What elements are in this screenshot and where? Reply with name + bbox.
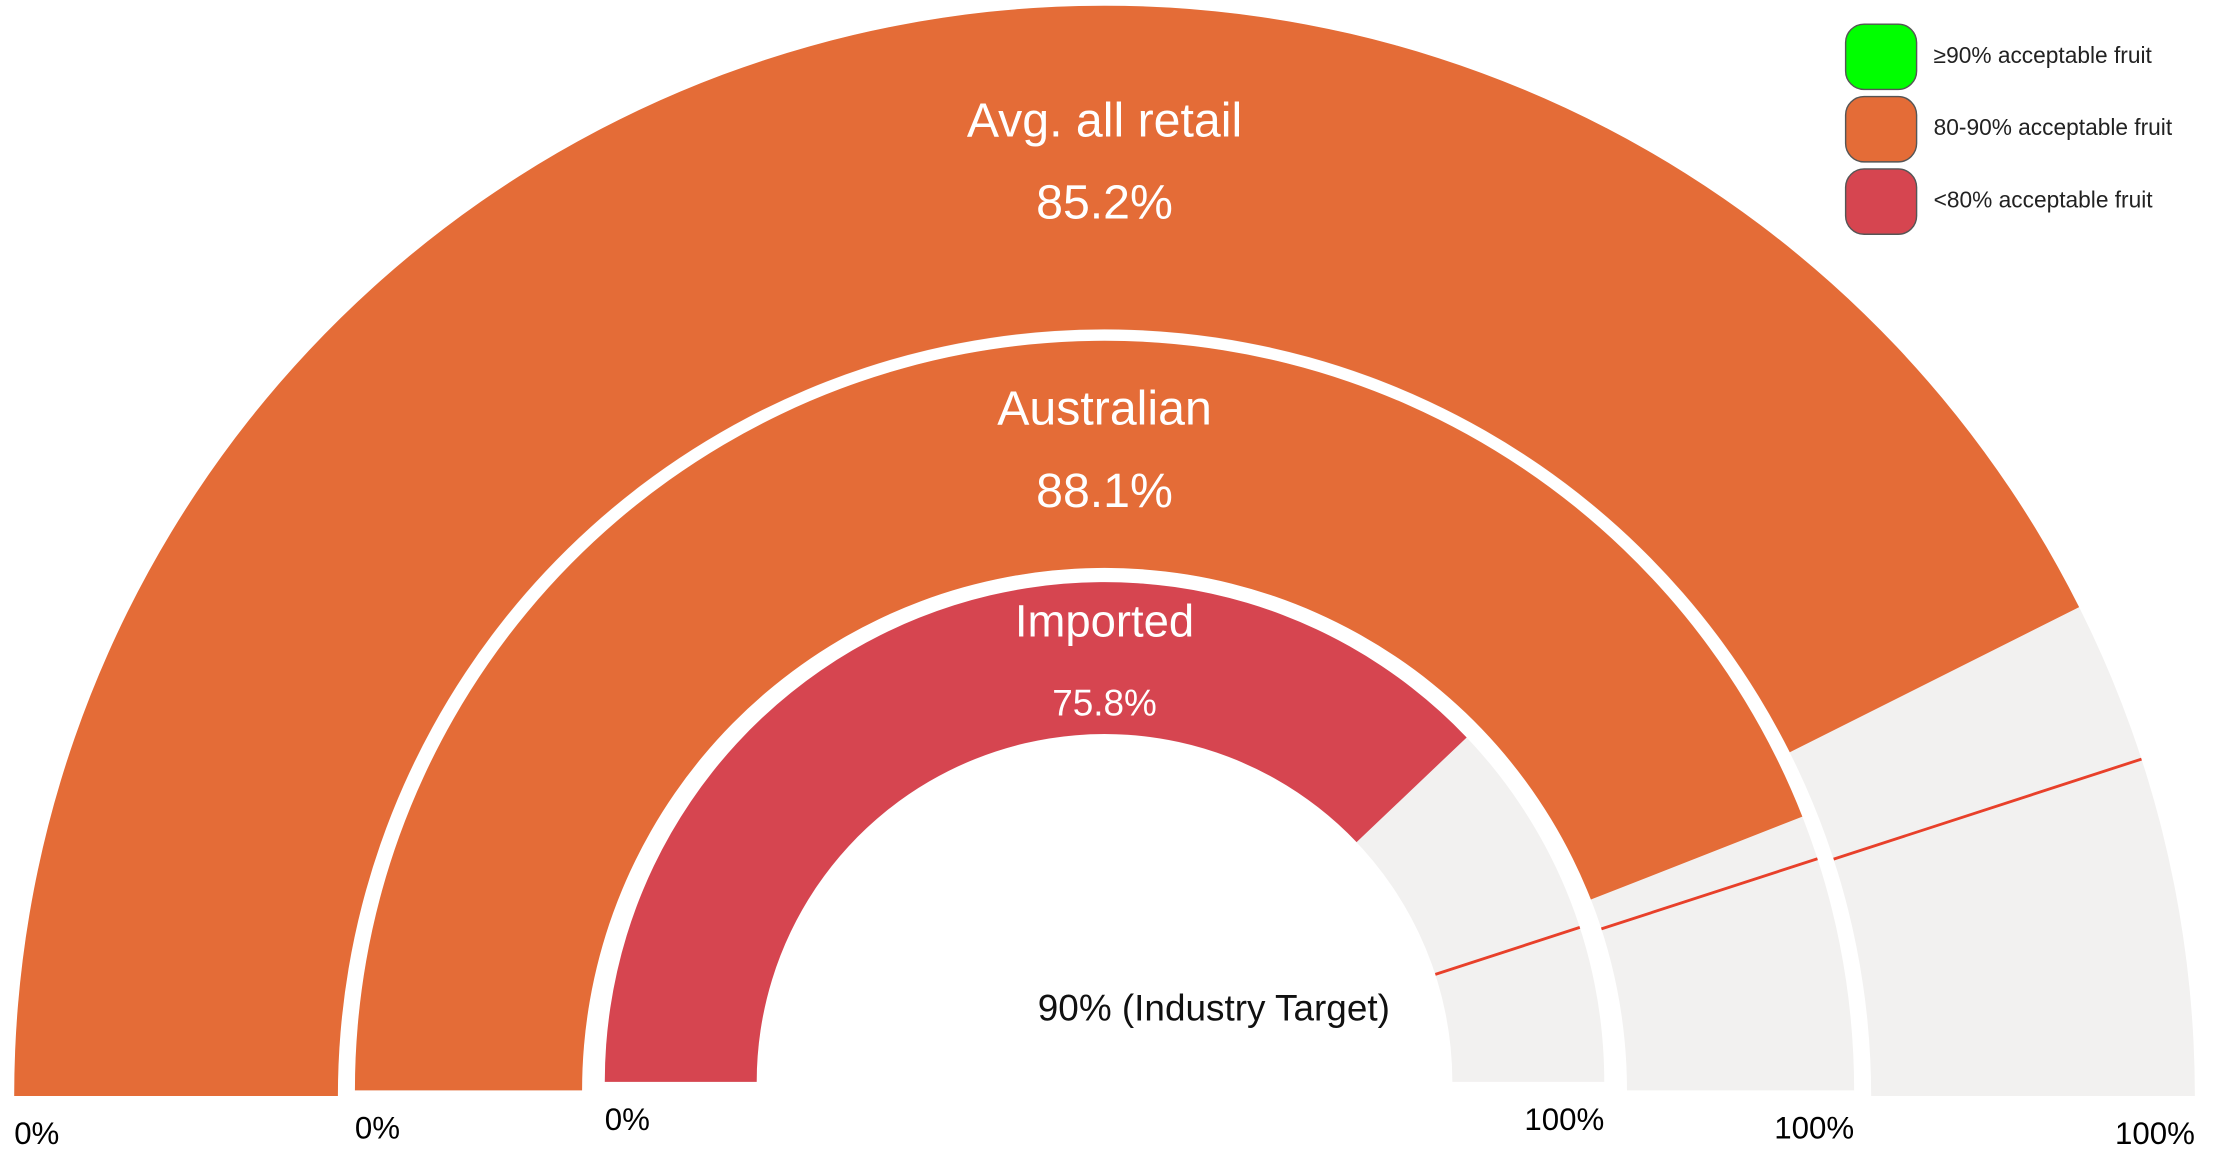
gauge-fill	[354, 340, 1803, 1091]
gauge-fill	[604, 582, 1467, 1082]
gauge-value: 85.2%	[1036, 176, 1173, 230]
legend-label: ≥90% acceptable fruit	[1934, 42, 2153, 68]
gauge-name: Avg. all retail	[967, 93, 1242, 147]
tick-label: 0%	[355, 1110, 400, 1145]
legend-label: <80% acceptable fruit	[1934, 187, 2154, 213]
legend-swatch	[1844, 95, 1918, 163]
target-line	[1833, 757, 2142, 861]
gauge-fill	[14, 5, 2080, 1097]
gauge-value: 88.1%	[1036, 464, 1173, 518]
tick-label: 0%	[605, 1102, 650, 1137]
legend-swatch	[1844, 23, 1918, 91]
gauge-name: Imported	[1015, 596, 1194, 647]
tick-label: 100%	[2115, 1116, 2195, 1150]
gauge-name: Australian	[997, 381, 1212, 435]
target-label: 90% (Industry Target)	[1038, 988, 1390, 1029]
tick-label: 100%	[1774, 1110, 1854, 1145]
gauge-value: 75.8%	[1052, 682, 1157, 723]
target-line	[1434, 926, 1581, 976]
legend-label: 80-90% acceptable fruit	[1934, 114, 2173, 140]
legend-swatch	[1844, 168, 1918, 235]
target-line	[1600, 857, 1818, 931]
tick-label: 100%	[1524, 1102, 1604, 1137]
tick-label: 0%	[14, 1116, 59, 1150]
